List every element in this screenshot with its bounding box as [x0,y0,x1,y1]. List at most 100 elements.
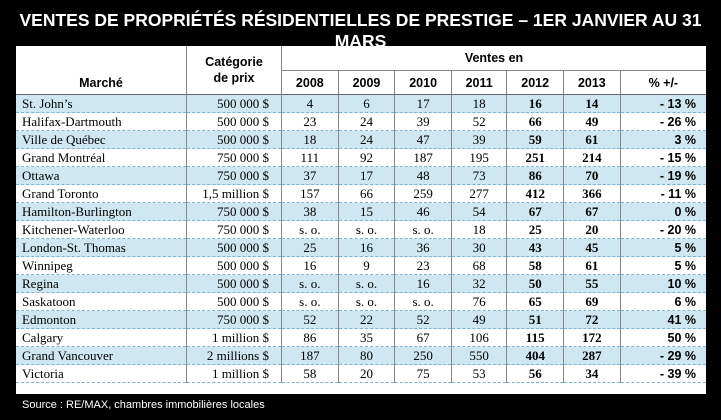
cell-market: St. John’s [16,94,187,113]
cell-category: 750 000 $ [186,310,282,329]
cell-market: Winnipeg [16,256,187,275]
cell-sales-2009: 24 [338,130,396,149]
cell-sales-2010: 16 [394,274,452,293]
cell-sales-2009: s. o. [338,292,396,311]
table-row: Victoria 1 million $58 20 75 53 56 34- 39 % [16,364,706,383]
cell-sales-2012: 50 [506,274,565,293]
cell-sales-2012: 66 [506,112,565,131]
cell-sales-2010: 17 [394,94,452,113]
cell-sales-2009: 20 [338,364,396,383]
cell-sales-2012: 58 [506,256,565,275]
cell-sales-2011: 39 [451,130,508,149]
cell-sales-2010: 36 [394,238,452,257]
cell-sales-2009: s. o. [338,220,396,239]
cell-sales-2012: 16 [506,94,565,113]
cell-market: Halifax-Dartmouth [16,112,187,131]
cell-sales-2013: 20 [563,220,621,239]
cell-change: 41 % [620,310,706,329]
header-year-2008: 2008 [281,70,339,95]
cell-category: 500 000 $ [186,292,282,311]
cell-sales-2010: 67 [394,328,452,347]
cell-market: Edmonton [16,310,187,329]
cell-sales-2008: 38 [281,202,339,221]
header-category-line2: de prix [213,71,255,85]
cell-market: Kitchener-Waterloo [16,220,187,239]
header-category: Catégorie de prix [186,46,282,95]
cell-sales-2013: 172 [563,328,621,347]
cell-sales-2010: s. o. [394,292,452,311]
cell-change: - 13 % [620,94,706,113]
cell-change: - 29 % [620,346,706,365]
header-category-line1: Catégorie [205,55,263,69]
cell-sales-2011: 52 [451,112,508,131]
header-market: Marché [16,46,187,95]
cell-sales-2011: 54 [451,202,508,221]
cell-category: 500 000 $ [186,256,282,275]
cell-sales-2008: 25 [281,238,339,257]
cell-market: Ottawa [16,166,187,185]
cell-sales-2008: 157 [281,184,339,203]
cell-sales-2009: 35 [338,328,396,347]
cell-sales-2013: 287 [563,346,621,365]
cell-sales-2009: 17 [338,166,396,185]
cell-sales-2013: 45 [563,238,621,257]
cell-sales-2009: 66 [338,184,396,203]
cell-sales-2011: 68 [451,256,508,275]
header-year-2012: 2012 [506,70,565,95]
cell-sales-2011: 195 [451,148,508,167]
cell-sales-2011: 277 [451,184,508,203]
cell-sales-2012: 404 [506,346,565,365]
table-panel: Marché Catégorie de prix Ventes en 2008 … [16,46,706,394]
cell-change: - 19 % [620,166,706,185]
cell-market: Regina [16,274,187,293]
cell-sales-2010: 23 [394,256,452,275]
cell-category: 500 000 $ [186,274,282,293]
cell-sales-2011: 76 [451,292,508,311]
cell-market: Grand Vancouver [16,346,187,365]
cell-change: 6 % [620,292,706,311]
cell-change: - 11 % [620,184,706,203]
table-row: Grand Toronto 1,5 million $157 66 259 277 412… [16,184,706,203]
cell-sales-2013: 72 [563,310,621,329]
table-row: Saskatoon 500 000 $ s. o. s. o. s. o. 76 65 69 6… [16,292,706,311]
cell-market: Hamilton-Burlington [16,202,187,221]
header-year-2010: 2010 [394,70,452,95]
cell-sales-2011: 49 [451,310,508,329]
cell-sales-2012: 251 [506,148,565,167]
cell-sales-2008: s. o. [281,274,339,293]
cell-category: 1,5 million $ [186,184,282,203]
cell-sales-2012: 86 [506,166,565,185]
cell-sales-2010: 250 [394,346,452,365]
cell-sales-2012: 43 [506,238,565,257]
cell-sales-2012: 25 [506,220,565,239]
cell-sales-2012: 59 [506,130,565,149]
cell-sales-2013: 61 [563,256,621,275]
header-row-top: Marché Catégorie de prix Ventes en [16,46,706,95]
cell-sales-2010: 187 [394,148,452,167]
cell-sales-2008: 18 [281,130,339,149]
cell-sales-2011: 53 [451,364,508,383]
cell-market: Saskatoon [16,292,187,311]
table-row: London-St. Thomas 500 000 $25 16 36 30 43 45 5 … [16,238,706,257]
cell-sales-2010: 75 [394,364,452,383]
cell-sales-2010: 52 [394,310,452,329]
cell-sales-2009: s. o. [338,274,396,293]
cell-sales-2012: 51 [506,310,565,329]
table-row: Grand Montréal 750 000 $111 92 187 195 251 214… [16,148,706,167]
cell-sales-2008: 111 [281,148,339,167]
cell-sales-2009: 92 [338,148,396,167]
cell-sales-2008: 187 [281,346,339,365]
header-year-2013: 2013 [563,70,621,95]
cell-sales-2012: 67 [506,202,565,221]
cell-category: 750 000 $ [186,220,282,239]
cell-change: - 20 % [620,220,706,239]
cell-sales-2011: 32 [451,274,508,293]
cell-sales-2012: 56 [506,364,565,383]
cell-change: - 39 % [620,364,706,383]
cell-category: 1 million $ [186,328,282,347]
cell-sales-2009: 16 [338,238,396,257]
cell-sales-2009: 80 [338,346,396,365]
cell-sales-2013: 61 [563,130,621,149]
cell-sales-2013: 49 [563,112,621,131]
cell-sales-2011: 550 [451,346,508,365]
